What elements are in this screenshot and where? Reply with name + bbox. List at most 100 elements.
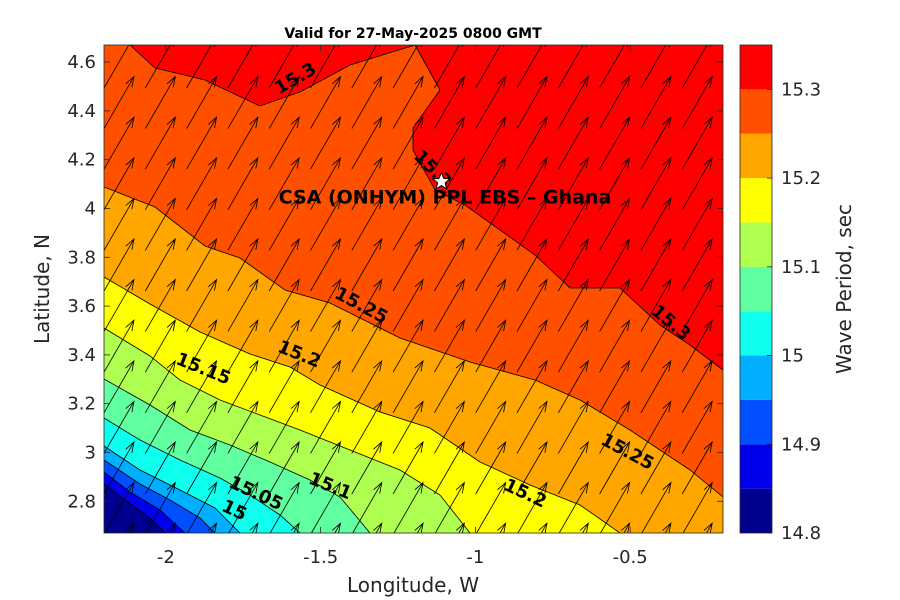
wave-vector-arrow: [557, 319, 589, 373]
wave-vector-arrow: [104, 440, 135, 495]
colorbar-frame: [739, 44, 773, 534]
wave-vector-arrow: [351, 75, 383, 129]
wave-vector-arrow: [475, 45, 505, 89]
wave-vector-arrow: [268, 319, 300, 373]
wave-vector-arrow: [392, 278, 424, 332]
y-tick-label: 4.6: [67, 52, 96, 73]
wave-vector-arrow: [434, 440, 466, 495]
wave-vector-arrow: [144, 359, 176, 413]
wave-vector-arrow: [268, 400, 300, 454]
wave-vector-arrow: [227, 278, 259, 332]
colorbar-tick-label: 15.2: [781, 168, 821, 189]
wave-vector-arrow: [640, 319, 672, 373]
wave-vector-arrow: [434, 75, 466, 129]
wave-vector-arrow: [662, 522, 672, 533]
wave-vector-arrow: [268, 156, 300, 210]
wave-vector-arrow: [557, 75, 589, 129]
y-axis: 2.8 3 3.2 3.4 3.6 3.8 4 4.2 4.4 4.6: [67, 52, 723, 512]
wave-vector-arrow: [516, 359, 548, 413]
wave-vector-arrow: [227, 319, 259, 373]
wave-vector-arrow: [640, 278, 672, 332]
wave-vector-arrow: [351, 45, 381, 89]
wave-vector-arrow: [516, 400, 548, 454]
y-tick-label: 3.2: [67, 394, 96, 415]
wave-vector-arrow: [516, 440, 548, 495]
site-label: CSA (ONHYM) PPL EBS – Ghana: [279, 187, 612, 209]
wave-vector-arrow: [186, 440, 218, 495]
wave-vector-arrow: [392, 75, 424, 129]
wave-vector-arrow: [392, 440, 424, 495]
wave-vector-arrow: [599, 45, 629, 89]
wave-vector-arrow: [144, 237, 176, 292]
colorbar-swatch: [740, 133, 772, 179]
contour-line-15.15: [104, 327, 471, 533]
wave-vector-arrow: [557, 359, 589, 413]
wave-vector-arrow: [434, 400, 466, 454]
colorbar-tick-label: 15.1: [781, 257, 821, 278]
y-tick-label: 3.6: [67, 296, 96, 317]
wave-vector-arrow: [703, 522, 713, 533]
wave-vector-arrow: [681, 116, 713, 170]
wave-vector-arrow: [104, 237, 135, 292]
colorbar-swatch: [740, 399, 772, 445]
wave-vector-arrow: [166, 522, 176, 533]
wave-vector-arrow: [104, 319, 135, 373]
wave-vector-arrow: [125, 522, 135, 533]
wave-vector-arrow: [392, 237, 424, 292]
wave-vector-arrow: [268, 237, 300, 292]
y-tick-label: 2.8: [67, 491, 96, 512]
wave-vector-arrow: [310, 481, 342, 533]
wave-vector-arrow: [268, 278, 300, 332]
wave-vector-arrow: [475, 319, 507, 373]
wave-vector-arrow: [104, 156, 135, 210]
wave-vector-arrow: [104, 400, 135, 454]
wave-vector-arrow: [475, 359, 507, 413]
wave-vector-arrow: [268, 45, 298, 89]
x-tick-label: -1.5: [303, 547, 338, 568]
contour-line-15.25: [104, 186, 723, 498]
wave-vector-arrow: [434, 45, 464, 89]
contour-line-14.9: [104, 471, 186, 533]
wave-vector-arrow: [310, 400, 342, 454]
wave-vector-arrow: [227, 440, 259, 495]
wave-vector-arrow: [145, 481, 176, 533]
wave-vector-arrow: [144, 156, 176, 210]
wave-vector-arrow: [186, 75, 218, 129]
wave-vector-arrow: [681, 278, 713, 332]
plot-area: 15.315.315.315.2515.2515.215.215.1515.11…: [103, 44, 724, 534]
wave-vector-arrow: [640, 237, 672, 292]
wave-vector-arrow: [104, 481, 135, 533]
wave-vector-arrow: [517, 481, 548, 533]
wave-vector-arrow: [351, 319, 383, 373]
wave-vector-arrow: [557, 440, 589, 495]
wave-vector-arrow: [455, 522, 466, 533]
wave-vector-arrow: [538, 522, 548, 533]
wave-vector-arrow: [557, 278, 589, 332]
x-tick-label: -1: [466, 547, 484, 568]
wave-vector-arrow: [144, 197, 176, 251]
wave-vector-arrow: [516, 237, 548, 292]
contour-line-14.95: [104, 459, 216, 533]
wave-vector-arrow: [681, 75, 713, 129]
wave-vector-arrow: [249, 522, 259, 533]
wave-vector-arrow: [310, 440, 342, 495]
wave-vector-arrow: [392, 45, 422, 89]
wave-vector-arrow: [599, 278, 631, 332]
colorbar-swatch: [740, 311, 772, 356]
site-marker: CSA (ONHYM) PPL EBS – Ghana: [279, 171, 612, 209]
wave-vector-arrow: [475, 440, 507, 495]
wave-vector-arrow: [681, 359, 713, 413]
colorbar-tick-label: 14.9: [781, 434, 821, 455]
wave-vector-arrow: [186, 359, 218, 413]
wave-vector-arrow: [681, 440, 713, 495]
wave-vector-arrow: [434, 116, 466, 170]
wave-vector-arrow: [558, 481, 589, 533]
wave-vector-arrow: [640, 116, 672, 170]
wave-vector-arrow: [186, 278, 218, 332]
colorbar-swatch: [740, 45, 772, 90]
wave-vector-arrow: [227, 45, 257, 89]
colorbar-ticks: 14.8 14.9 15 15.1 15.2 15.3: [767, 79, 821, 544]
y-axis-label: Latitude, N: [30, 234, 54, 344]
wave-vector-arrow: [144, 400, 176, 454]
colorbar-swatch: [740, 89, 772, 134]
